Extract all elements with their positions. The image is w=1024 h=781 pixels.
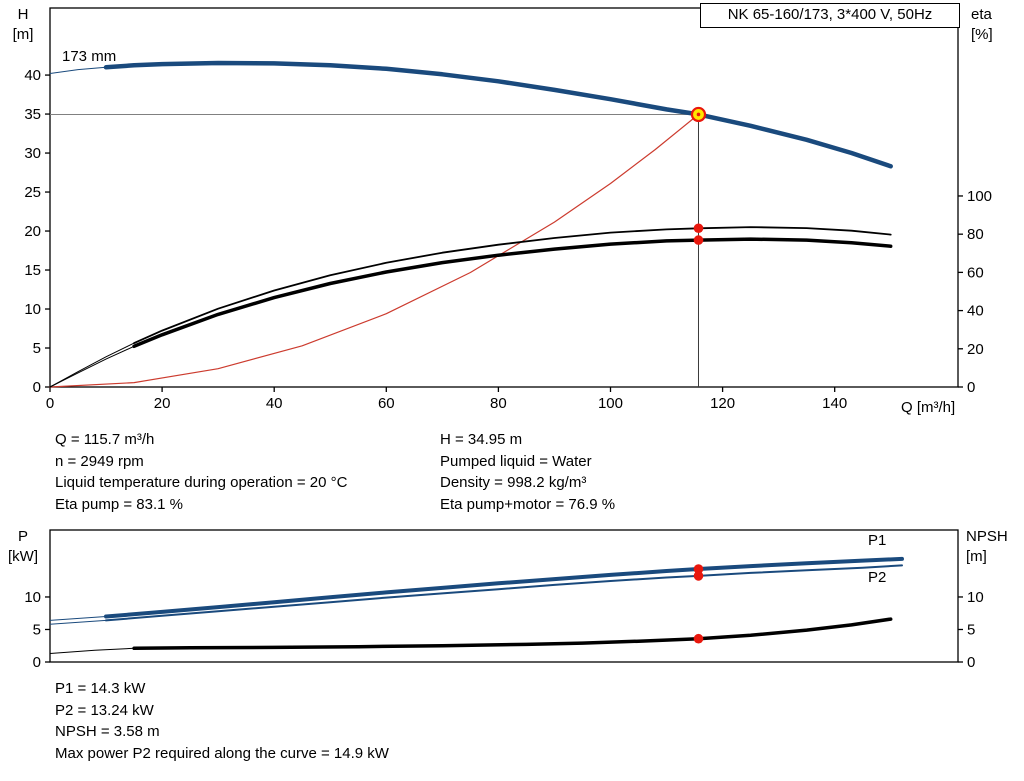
info-npsh: NPSH = 3.58 m — [55, 723, 160, 740]
power-p2-curve-label: P2 — [868, 569, 886, 586]
x-tick-label: 100 — [598, 395, 623, 412]
eta-pump-motor-curve[interactable] — [132, 237, 893, 349]
y-right-tick-label: 100 — [967, 188, 992, 205]
y-left-tick-label: 40 — [24, 67, 41, 84]
eta-pump-curve-lead-in — [49, 342, 135, 388]
npsh-axis-title: NPSH [m] — [966, 527, 1008, 567]
flow-axis-label: Q [m³/h] — [901, 399, 956, 416]
eta-pump-motor-curve-lead-in — [49, 345, 135, 388]
impeller-diameter-label: 173 mm — [62, 48, 117, 65]
info-flow: Q = 115.7 m³/h — [55, 431, 155, 448]
power-p1-curve-lead-in — [49, 616, 107, 621]
head-axis-symbol: H — [17, 6, 29, 23]
y-left-tick-label: 0 — [33, 379, 41, 396]
x-tick-label: 120 — [710, 395, 735, 412]
y-left-tick-label: 10 — [24, 301, 41, 318]
power-p1-duty-marker[interactable] — [693, 564, 704, 574]
eta-axis-unit: [%] — [971, 26, 993, 43]
power-info: P1 = 14.3 kW P2 = 13.24 kW NPSH = 3.58 m… — [55, 678, 389, 764]
eta-axis-symbol: eta — [971, 6, 992, 23]
npsh-curve[interactable] — [132, 617, 893, 651]
pump-type-title-box: NK 65-160/173, 3*400 V, 50Hz — [700, 3, 960, 28]
head-173mm-curve[interactable] — [103, 60, 893, 169]
power-p2-curve-lead-in — [49, 619, 107, 625]
y-right-tick-label: 0 — [967, 654, 975, 671]
y-left-tick-label: 0 — [33, 654, 41, 671]
head-axis-title: H [m] — [0, 5, 46, 45]
power-axis-title: P [kW] — [0, 527, 46, 567]
npsh-axis-unit: [m] — [966, 548, 987, 565]
x-tick-label: 80 — [490, 395, 507, 412]
duty-info-right: H = 34.95 m Pumped liquid = Water Densit… — [440, 429, 615, 515]
eta-pump-duty-marker[interactable] — [693, 223, 704, 234]
info-p2: P2 = 13.24 kW — [55, 701, 154, 719]
info-pumped-liquid: Pumped liquid = Water — [440, 452, 592, 470]
info-eta-pump-motor: Eta pump+motor = 76.9 % — [440, 495, 616, 513]
npsh-duty-marker[interactable] — [693, 633, 704, 644]
power-p1-curve[interactable] — [104, 556, 904, 619]
power-axis-unit: [kW] — [8, 548, 38, 565]
npsh-axis-symbol: NPSH — [966, 528, 1008, 545]
y-right-tick-label: 20 — [967, 341, 984, 358]
power-p2-curve[interactable] — [105, 564, 903, 622]
y-left-tick-label: 35 — [24, 106, 41, 123]
info-eta-pump: Eta pump = 83.1 % — [55, 495, 183, 513]
power-axis-symbol: P — [17, 528, 28, 545]
y-left-tick-label: 10 — [24, 589, 41, 606]
info-max-power: Max power P2 required along the curve = … — [55, 744, 389, 762]
info-p1: P1 = 14.3 kW — [55, 680, 146, 697]
y-right-tick-label: 0 — [967, 379, 975, 396]
hq-plot-frame[interactable] — [49, 7, 959, 388]
eta-pump-motor-duty-marker[interactable] — [693, 235, 704, 245]
duty-info-left: Q = 115.7 m³/h n = 2949 rpm Liquid tempe… — [55, 429, 347, 515]
y-left-tick-label: 5 — [33, 621, 41, 638]
y-right-tick-label: 80 — [967, 226, 984, 243]
x-tick-label: 60 — [378, 395, 395, 412]
system-curve-curve[interactable] — [49, 113, 700, 388]
info-head: H = 34.95 m — [440, 431, 523, 448]
info-speed: n = 2949 rpm — [55, 452, 144, 470]
y-left-tick-label: 5 — [33, 340, 41, 357]
power-p2-duty-marker[interactable] — [693, 571, 704, 581]
y-left-tick-label: 20 — [24, 223, 41, 240]
power-p1-curve-label: P1 — [868, 532, 886, 549]
x-tick-label: 40 — [266, 395, 283, 412]
x-tick-label: 20 — [154, 395, 171, 412]
y-left-tick-label: 30 — [24, 145, 41, 162]
y-right-tick-label: 60 — [967, 264, 984, 281]
head-axis-unit: [m] — [12, 26, 34, 43]
eta-pump-curve[interactable] — [133, 226, 892, 344]
head-173mm-curve-lead-in — [49, 66, 107, 74]
y-right-tick-label: 40 — [967, 303, 984, 320]
x-tick-label: 140 — [822, 395, 847, 412]
y-right-tick-label: 5 — [967, 621, 975, 638]
y-right-tick-label: 10 — [967, 589, 984, 606]
info-liquid-temperature: Liquid temperature during operation = 20… — [55, 474, 348, 491]
operating-point-center — [696, 112, 701, 117]
y-left-tick-label: 25 — [24, 184, 41, 201]
eta-axis-title: eta [%] — [971, 5, 993, 45]
npsh-curve-lead-in — [49, 647, 135, 654]
x-tick-label: 0 — [46, 395, 54, 412]
y-left-tick-label: 15 — [24, 262, 41, 279]
info-density: Density = 998.2 kg/m³ — [440, 474, 587, 491]
power-plot-frame[interactable] — [49, 529, 959, 663]
